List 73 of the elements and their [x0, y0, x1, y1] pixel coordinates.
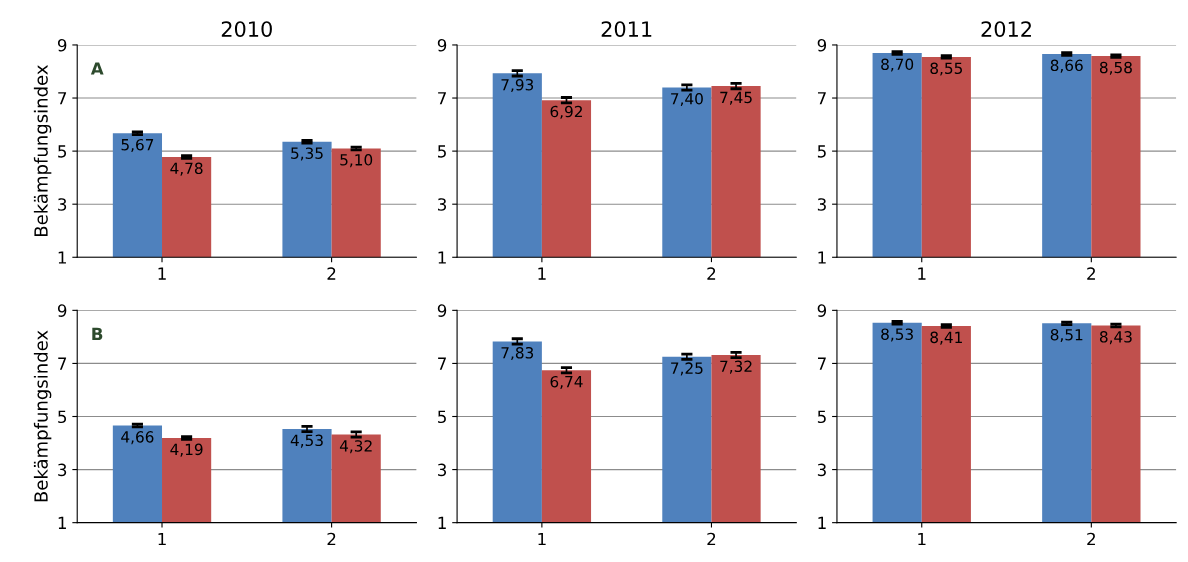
y-tick-label: 1	[58, 251, 66, 264]
data-label: 7,45	[720, 91, 752, 105]
data-label: 4,19	[170, 443, 203, 457]
y-tick-label: 9	[57, 304, 67, 317]
x-tick-label: 2	[327, 267, 336, 280]
y-axis-title: Bekämpfungsindex	[33, 330, 52, 502]
data-label: 6,92	[550, 105, 582, 119]
y-tick-label: 1	[438, 516, 446, 529]
y-tick-label: 3	[438, 463, 447, 477]
y-tick-label: 7	[438, 92, 446, 105]
y-axis-title: Bekämpfungsindex	[33, 65, 52, 236]
y-tick-label: 1	[818, 516, 826, 529]
y-tick-label: 7	[817, 357, 826, 370]
data-label: 7,40	[671, 93, 703, 107]
data-label: 7,25	[671, 362, 703, 376]
y-tick-label: 7	[438, 357, 446, 370]
y-tick-label: 3	[58, 198, 67, 211]
y-tick-label: 5	[438, 410, 446, 424]
y-tick-label: 1	[58, 516, 66, 529]
data-label: 4,32	[339, 440, 372, 454]
y-tick-label: 9	[437, 304, 447, 317]
data-label: 8,41	[930, 331, 962, 345]
y-tick-label: 7	[58, 357, 67, 370]
data-label: 5,67	[121, 138, 154, 153]
y-tick-label: 5	[58, 410, 67, 424]
data-label: 7,32	[720, 360, 752, 374]
y-tick-label: 7	[817, 92, 826, 105]
data-label: 7,83	[501, 346, 534, 361]
data-label: 8,70	[881, 58, 914, 72]
y-tick-label: 5	[817, 410, 826, 424]
x-tick-label: 2	[327, 532, 336, 546]
data-label: 4,53	[290, 434, 323, 448]
y-tick-label: 1	[438, 251, 446, 264]
chart-title: 2011	[601, 21, 652, 37]
x-tick-label: 2	[707, 267, 716, 280]
y-tick-label: 9	[817, 304, 827, 317]
y-tick-label: 3	[817, 198, 826, 211]
chart-title: 2010	[221, 21, 272, 37]
data-label: 8,51	[1050, 328, 1083, 343]
y-tick-label: 9	[437, 38, 447, 52]
y-tick-label: 5	[438, 145, 446, 158]
x-tick-label: 2	[1087, 267, 1095, 280]
x-tick-label: 2	[1087, 532, 1095, 546]
data-label: 5,10	[340, 154, 373, 168]
x-tick-label: 1	[918, 532, 926, 546]
data-label: 8,66	[1050, 59, 1083, 73]
y-tick-label: 9	[57, 38, 67, 52]
chart-title: 2012	[981, 21, 1031, 37]
data-label: 4,66	[121, 431, 154, 445]
x-tick-label: 1	[158, 267, 166, 280]
data-label: 8,43	[1099, 331, 1132, 345]
x-tick-label: 1	[158, 532, 166, 546]
x-tick-label: 2	[707, 532, 716, 546]
x-tick-label: 1	[538, 267, 546, 280]
x-tick-label: 1	[538, 532, 546, 546]
data-label: 4,78	[170, 162, 203, 176]
y-tick-label: 9	[817, 38, 827, 52]
y-tick-label: 5	[58, 145, 67, 158]
data-label: 8,58	[1099, 61, 1132, 75]
y-tick-label: 1	[818, 251, 826, 264]
annotation: A	[90, 62, 104, 75]
data-label: 8,55	[930, 62, 963, 76]
data-label: 8,53	[881, 328, 913, 342]
y-tick-label: 5	[817, 145, 826, 158]
x-tick-label: 1	[918, 267, 926, 280]
y-tick-label: 3	[58, 463, 67, 477]
data-label: 6,74	[550, 375, 583, 390]
y-tick-label: 7	[58, 92, 67, 105]
y-tick-label: 3	[817, 463, 826, 477]
data-label: 7,93	[501, 78, 534, 93]
y-tick-label: 3	[438, 198, 447, 211]
annotation: B	[92, 327, 103, 340]
data-label: 5,35	[291, 147, 323, 161]
